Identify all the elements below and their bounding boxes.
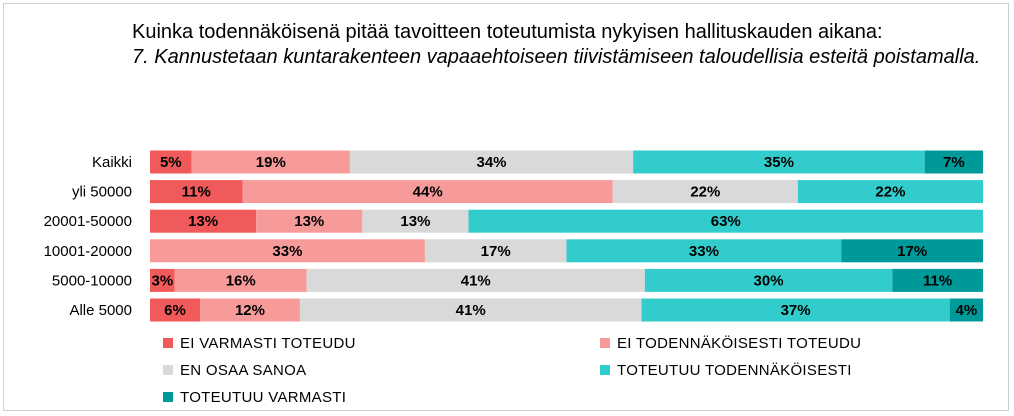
legend-label: TOTEUTUU VARMASTI bbox=[180, 389, 346, 406]
bar-segment bbox=[612, 180, 798, 204]
bar-segment bbox=[633, 150, 925, 174]
data-label: 22% bbox=[690, 184, 720, 201]
bar-segment bbox=[150, 209, 257, 233]
chart-title: Kuinka todennäköisenä pitää tavoitteen t… bbox=[132, 21, 883, 43]
category-label: Kaikki bbox=[92, 154, 132, 171]
legend-label: TOTEUTUU TODENNÄKÖISESTI bbox=[617, 361, 852, 379]
bar-segment bbox=[150, 180, 243, 204]
category-labels: Kaikki yli 50000 20001-50000 10001-20000 500… bbox=[44, 154, 132, 319]
bar-segment bbox=[924, 150, 983, 174]
bar-segment bbox=[841, 239, 983, 263]
bar-segment bbox=[892, 268, 983, 292]
legend-swatch bbox=[163, 365, 173, 375]
legend-label: EI VARMASTI TOTEUDU bbox=[180, 335, 356, 352]
data-label: 17% bbox=[481, 243, 511, 260]
bar-segment bbox=[150, 268, 175, 292]
data-label: 11% bbox=[182, 184, 211, 201]
chart-subtitle: 7. Kannustetaan kuntarakenteen vapaaehto… bbox=[132, 46, 981, 68]
bar-segment bbox=[191, 150, 350, 174]
data-label: 6% bbox=[164, 302, 186, 319]
legend-swatch bbox=[600, 338, 610, 348]
data-label: 13% bbox=[400, 213, 430, 230]
bar-segment bbox=[199, 298, 300, 322]
data-label: 5% bbox=[160, 154, 182, 171]
bar-segment bbox=[641, 298, 950, 322]
data-label: 41% bbox=[456, 302, 486, 319]
bar-segment bbox=[949, 298, 983, 322]
data-label: 11% bbox=[923, 272, 952, 289]
data-label: 63% bbox=[711, 213, 741, 230]
legend-swatch bbox=[163, 338, 173, 348]
data-label: 33% bbox=[689, 243, 719, 260]
data-label: 16% bbox=[226, 272, 256, 289]
chart-title-block: Kuinka todennäköisenä pitää tavoitteen t… bbox=[132, 20, 992, 70]
bar-segment bbox=[362, 209, 469, 233]
category-label: Alle 5000 bbox=[69, 302, 132, 319]
category-label: 20001-50000 bbox=[44, 213, 132, 230]
legend: EI VARMASTI TOTEUDU EI TODENNÄKÖISESTI TO… bbox=[163, 334, 861, 406]
category-label: 5000-10000 bbox=[52, 272, 132, 289]
bar-segment bbox=[150, 150, 192, 174]
bar-segment bbox=[150, 239, 425, 263]
bar-segment bbox=[242, 180, 613, 204]
data-label: 37% bbox=[781, 302, 811, 319]
bar-segment bbox=[150, 298, 200, 322]
bar-segment bbox=[174, 268, 307, 292]
bar-segment bbox=[256, 209, 363, 233]
bar-segment bbox=[299, 298, 642, 322]
data-label: 30% bbox=[754, 272, 784, 289]
bar-segment bbox=[468, 209, 983, 233]
legend-swatch bbox=[163, 392, 173, 402]
data-label: 17% bbox=[897, 243, 927, 260]
data-label: 19% bbox=[256, 154, 286, 171]
data-label: 7% bbox=[943, 154, 965, 171]
bar-segment bbox=[644, 268, 893, 292]
data-label: 13% bbox=[188, 213, 218, 230]
data-label: 3% bbox=[152, 272, 174, 289]
category-label: 10001-20000 bbox=[44, 243, 132, 260]
data-label: 41% bbox=[461, 272, 491, 289]
data-label: 13% bbox=[294, 213, 324, 230]
bars-group: 5% 19% 34% 35% 7% 11% 44% 22% 22% 13% 13% 13% 63% 33%… bbox=[150, 150, 983, 322]
bar-segment bbox=[566, 239, 842, 263]
bar-segment bbox=[424, 239, 567, 263]
data-label: 33% bbox=[272, 243, 302, 260]
data-label: 22% bbox=[875, 184, 905, 201]
bar-segment bbox=[349, 150, 634, 174]
data-label: 44% bbox=[413, 184, 443, 201]
data-label: 12% bbox=[235, 302, 265, 319]
bar-segment bbox=[306, 268, 645, 292]
data-label: 34% bbox=[477, 154, 507, 171]
bar-segment bbox=[797, 180, 983, 204]
legend-label: EN OSAA SANOA bbox=[180, 362, 306, 379]
data-label: 4% bbox=[955, 302, 977, 319]
data-label: 35% bbox=[764, 154, 794, 171]
legend-label: EI TODENNÄKÖISESTI TOTEUDU bbox=[617, 334, 861, 352]
legend-swatch bbox=[600, 365, 610, 375]
category-label: yli 50000 bbox=[72, 184, 132, 201]
